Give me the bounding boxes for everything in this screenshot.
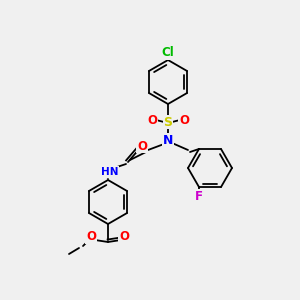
Text: O: O bbox=[147, 113, 157, 127]
Text: O: O bbox=[179, 113, 189, 127]
Text: HN: HN bbox=[101, 167, 119, 177]
Text: F: F bbox=[195, 190, 203, 202]
Text: O: O bbox=[119, 230, 129, 244]
Text: Cl: Cl bbox=[162, 46, 174, 59]
Text: N: N bbox=[163, 134, 173, 146]
Text: S: S bbox=[164, 116, 172, 128]
Text: O: O bbox=[137, 140, 147, 152]
Text: O: O bbox=[86, 230, 96, 244]
